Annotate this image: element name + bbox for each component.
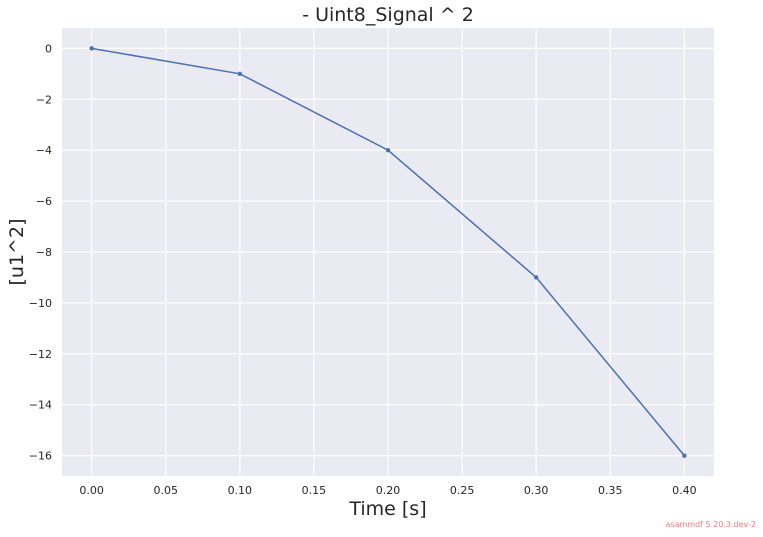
y-tick-label: −4 — [36, 144, 52, 157]
y-tick-label: −14 — [29, 399, 52, 412]
data-point — [533, 275, 539, 280]
x-axis-title: Time [s] — [348, 498, 426, 520]
x-tick-label: 0.00 — [79, 484, 104, 497]
data-point — [385, 147, 391, 153]
y-tick-label: −12 — [29, 348, 52, 361]
y-tick-label: −8 — [36, 246, 52, 259]
data-point — [89, 46, 94, 51]
data-point — [682, 453, 687, 458]
y-tick-label: −10 — [29, 297, 52, 310]
x-tick-label: 0.25 — [450, 484, 475, 497]
x-tick-label: 0.05 — [153, 484, 178, 497]
x-tick-label: 0.10 — [228, 484, 253, 497]
x-tick-label: 0.35 — [598, 484, 623, 497]
x-tick-label: 0.40 — [672, 484, 697, 497]
chart-title: - Uint8_Signal ^ 2 — [302, 4, 474, 26]
y-tick-label: −16 — [29, 450, 52, 463]
x-tick-label: 0.20 — [376, 484, 401, 497]
grid — [62, 28, 714, 476]
x-tick-labels: 0.00 0.05 0.10 0.15 0.20 0.25 0.30 0.35 0.40 — [79, 484, 696, 497]
series-layer — [89, 46, 687, 458]
x-tick-label: 0.30 — [524, 484, 549, 497]
y-tick-label: 0 — [45, 42, 52, 55]
y-tick-label: −2 — [36, 93, 52, 106]
y-tick-label: −6 — [36, 195, 52, 208]
data-point — [237, 71, 243, 77]
y-tick-labels: 0 −2 −4 −6 −8 −10 −12 −14 −16 — [29, 42, 52, 462]
x-tick-label: 0.15 — [302, 484, 327, 497]
y-axis-title: [u1^2] — [6, 219, 28, 286]
watermark: asammdf 5.20.3.dev-2 — [666, 520, 756, 529]
